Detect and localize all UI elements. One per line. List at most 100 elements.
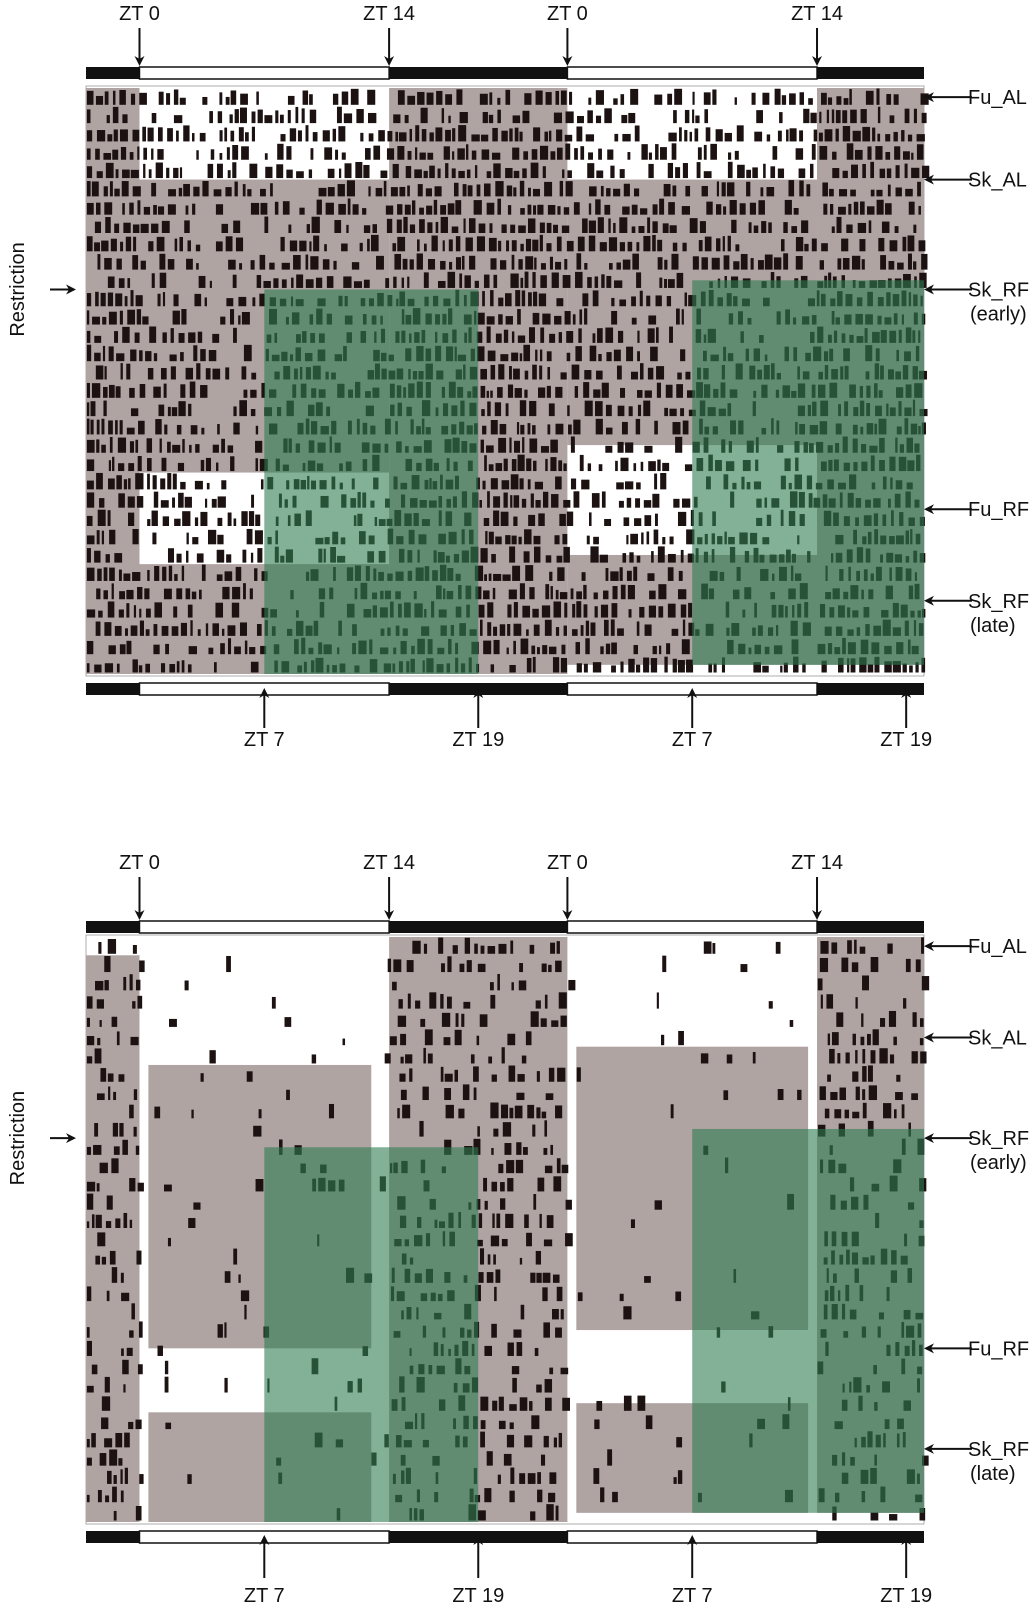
activity-bar <box>280 134 286 142</box>
activity-bar <box>119 89 126 105</box>
activity-bar <box>920 93 929 105</box>
activity-bar <box>409 128 413 142</box>
top-zt-label: ZT 14 <box>791 3 843 25</box>
activity-bar <box>122 203 125 215</box>
activity-bar <box>96 530 100 545</box>
activity-bar <box>532 656 536 673</box>
activity-bar <box>436 90 443 105</box>
activity-bar <box>499 423 507 435</box>
activity-bar <box>733 261 740 270</box>
activity-bar <box>595 401 603 417</box>
activity-bar <box>781 239 785 252</box>
activity-bar <box>831 942 838 954</box>
activity-bar <box>667 162 674 179</box>
green-region <box>264 1147 479 1522</box>
activity-bar <box>96 472 103 490</box>
activity-bar <box>111 1267 118 1283</box>
activity-bar <box>250 409 256 417</box>
activity-bar <box>526 629 529 636</box>
activity-bar <box>104 956 111 973</box>
activity-bar <box>616 262 621 270</box>
activity-bar <box>497 387 503 398</box>
activity-bar <box>106 1195 113 1210</box>
activity-bar <box>161 220 170 233</box>
activity-bar <box>485 531 488 545</box>
activity-bar <box>703 144 707 160</box>
activity-bar <box>548 964 552 973</box>
activity-bar <box>515 1159 524 1174</box>
activity-bar <box>193 1202 201 1210</box>
activity-bar <box>573 202 580 215</box>
activity-bar <box>222 586 230 600</box>
activity-bar <box>619 242 625 252</box>
activity-bar <box>667 603 676 618</box>
activity-bar <box>511 254 515 270</box>
activity-bar <box>398 999 403 1009</box>
activity-bar <box>561 644 566 655</box>
activity-bar <box>538 387 546 398</box>
activity-bar <box>493 1128 499 1137</box>
activity-bar <box>545 458 548 472</box>
activity-bar <box>781 95 787 105</box>
activity-bar <box>405 165 412 179</box>
activity-bar <box>682 420 689 435</box>
activity-bar <box>427 1053 433 1064</box>
activity-bar <box>221 223 229 233</box>
activity-bar <box>660 1034 665 1046</box>
activity-bar <box>537 204 544 215</box>
activity-bar <box>332 128 337 142</box>
activity-bar <box>221 480 227 490</box>
activity-bar <box>151 223 159 233</box>
activity-bar <box>129 1178 136 1192</box>
activity-bar <box>104 980 109 991</box>
activity-bar <box>477 963 486 973</box>
activity-bar <box>497 109 501 124</box>
activity-bar <box>636 390 643 398</box>
activity-bar <box>921 976 930 991</box>
activity-bar <box>488 464 494 472</box>
activity-bar <box>835 110 841 124</box>
activity-bar <box>86 1327 90 1338</box>
activity-bar <box>546 351 552 362</box>
activity-bar <box>297 130 302 142</box>
activity-bar <box>246 1071 253 1082</box>
activity-bar <box>86 418 90 435</box>
activity-bar <box>106 1290 110 1302</box>
activity-bar <box>630 88 639 105</box>
activity-bar <box>160 368 167 380</box>
activity-bar <box>518 225 526 233</box>
activity-bar <box>541 1111 547 1119</box>
activity-bar <box>435 127 443 142</box>
activity-bar <box>179 236 183 252</box>
activity-bar <box>209 111 213 124</box>
activity-bar <box>178 187 183 197</box>
activity-bar <box>445 129 451 142</box>
activity-bar <box>859 239 866 252</box>
activity-bar <box>513 602 518 618</box>
activity-bar <box>279 1139 283 1155</box>
activity-bar <box>555 627 560 636</box>
activity-bar <box>540 446 549 453</box>
activity-bar <box>583 604 588 618</box>
activity-bar <box>173 606 178 618</box>
activity-bar <box>138 420 145 435</box>
activity-bar <box>586 535 590 545</box>
activity-bar <box>819 145 828 160</box>
activity-bar <box>163 588 172 600</box>
activity-bar <box>112 456 115 472</box>
activity-bar <box>301 108 305 124</box>
activity-bar <box>503 1453 512 1466</box>
activity-bar <box>889 115 895 124</box>
activity-bar <box>193 345 198 362</box>
activity-bar <box>249 588 253 600</box>
activity-bar <box>867 146 872 160</box>
activity-bar <box>799 180 804 197</box>
activity-bar <box>233 518 237 526</box>
activity-bar <box>400 1089 407 1101</box>
activity-bar <box>114 331 119 343</box>
activity-bar <box>102 316 107 325</box>
activity-bar <box>832 1506 837 1521</box>
activity-bar <box>836 1012 844 1027</box>
activity-bar <box>464 937 471 954</box>
activity-bar <box>523 151 529 160</box>
